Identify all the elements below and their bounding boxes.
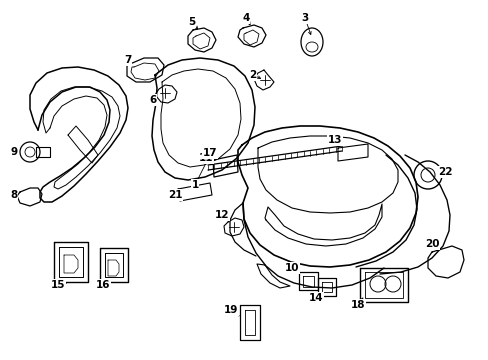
Text: 18: 18 xyxy=(350,300,365,310)
Text: 17: 17 xyxy=(202,148,217,158)
Text: 10: 10 xyxy=(284,263,299,273)
Text: 1: 1 xyxy=(191,180,198,190)
Text: 9: 9 xyxy=(10,147,18,157)
Text: 8: 8 xyxy=(10,190,18,200)
Text: 19: 19 xyxy=(224,305,238,315)
Text: 2: 2 xyxy=(249,70,256,80)
Text: 16: 16 xyxy=(96,280,110,290)
Text: 12: 12 xyxy=(214,210,229,220)
Text: 22: 22 xyxy=(437,167,451,177)
Text: 21: 21 xyxy=(167,190,182,200)
Text: 11: 11 xyxy=(198,153,213,163)
Text: 15: 15 xyxy=(51,280,65,290)
Text: 3: 3 xyxy=(301,13,308,23)
Text: 13: 13 xyxy=(327,135,342,145)
Text: 6: 6 xyxy=(149,95,156,105)
Text: 4: 4 xyxy=(242,13,249,23)
Text: 14: 14 xyxy=(308,293,323,303)
Text: 20: 20 xyxy=(424,239,438,249)
Text: 7: 7 xyxy=(124,55,131,65)
Text: 5: 5 xyxy=(188,17,195,27)
